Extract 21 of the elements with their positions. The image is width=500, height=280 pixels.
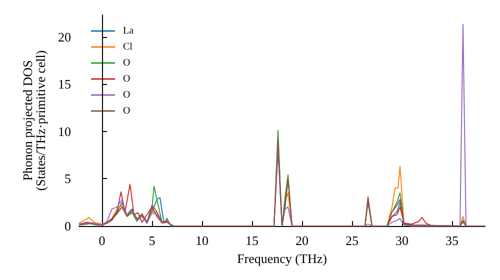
y-tick-label: 5 [64,171,71,186]
y-axis-title: Phonon projected DOS (States/THz·primitive cell) [20,50,48,191]
legend-label: O [123,90,130,100]
x-tick-label: 0 [98,233,106,248]
y-tick-label: 15 [58,76,71,92]
x-axis-title: Frequency (THz) [237,250,327,266]
y-tick-label: 0 [64,218,71,234]
x-tick-label: 5 [148,233,156,248]
legend-label: O [123,74,130,84]
x-tick-label: 30 [396,233,408,248]
x-tick-label: 10 [196,233,208,248]
x-tick-label: 25 [346,233,358,248]
y-tick-label: 10 [58,124,71,139]
legend-label: O [123,58,130,68]
legend-label: La [123,26,134,36]
legend-label: O [123,106,130,116]
x-tick-label: 20 [296,233,308,248]
legend-label: Cl [123,42,133,52]
x-tick-label: 35 [446,233,458,248]
y-tick-label: 20 [58,29,71,44]
x-tick-label: 15 [246,233,258,248]
